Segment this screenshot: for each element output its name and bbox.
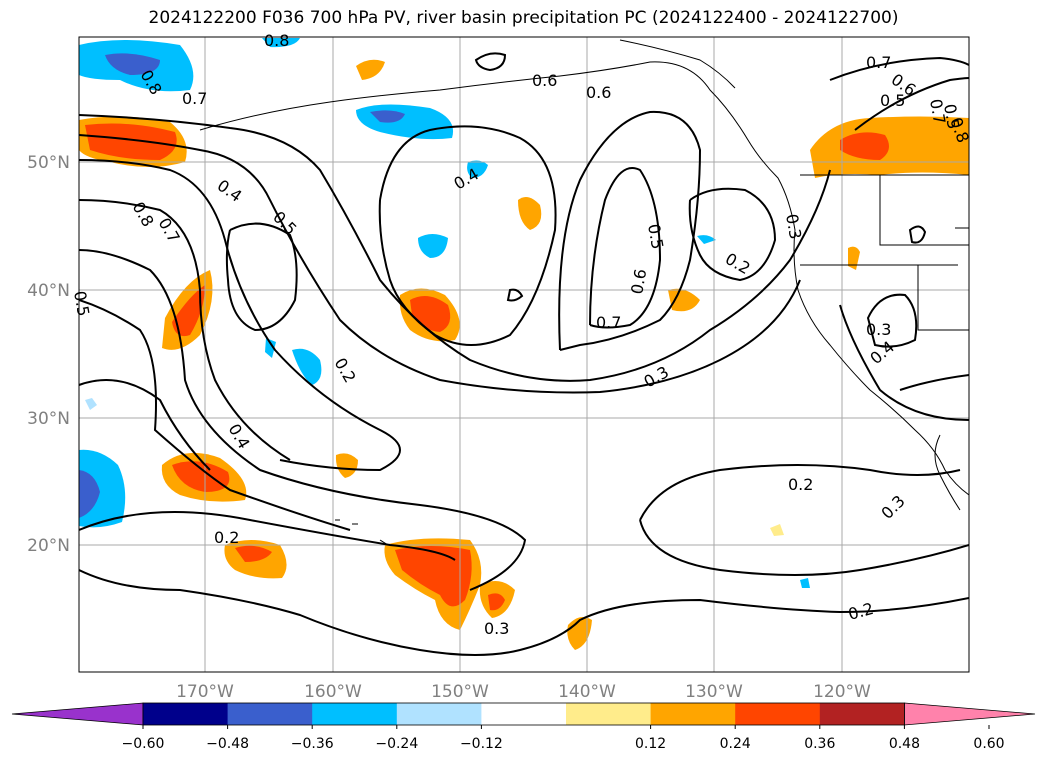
colorbar-segment xyxy=(566,703,652,725)
contour-label: 0.8 xyxy=(264,31,289,50)
colorbar-tick-label: −0.12 xyxy=(460,736,503,752)
colorbar-tick-label: −0.24 xyxy=(375,736,418,752)
colorbar-tick-label: −0.48 xyxy=(206,736,249,752)
contour-label: 0.7 xyxy=(866,53,891,72)
contour-label: 0.6 xyxy=(627,267,650,295)
contour-label: 0.5 xyxy=(70,289,93,317)
lon-tick-label: 160°W xyxy=(304,682,362,702)
lon-axis: 170°W 160°W 150°W 140°W 130°W 120°W xyxy=(176,682,871,702)
contour-label: 0.7 xyxy=(182,89,207,108)
contour-label: 0.7 xyxy=(926,97,949,125)
pv-contours xyxy=(79,52,969,656)
lat-tick-label: 20°N xyxy=(27,536,70,556)
coastlines xyxy=(199,39,969,546)
lat-tick-label: 40°N xyxy=(27,281,70,301)
colorbar-tick-label: 0.36 xyxy=(804,736,835,752)
colorbar-segment xyxy=(481,703,567,725)
lat-tick-label: 50°N xyxy=(27,153,70,173)
colorbar-tick-label: 0.24 xyxy=(720,736,751,752)
contour-label: 0.3 xyxy=(484,619,509,638)
colorbar-ticks: −0.60 −0.48 −0.36 −0.24 −0.12 0.12 0.24 0.36 0.4… xyxy=(122,725,1005,752)
lat-axis: 50°N 40°N 30°N 20°N xyxy=(27,153,70,556)
colorbar-outline xyxy=(142,702,905,726)
contour-label: 0.7 xyxy=(596,313,621,332)
colorbar-tick-label: 0.60 xyxy=(973,736,1004,752)
contour-label: 0.6 xyxy=(586,83,611,102)
contour-label: 0.6 xyxy=(532,71,557,90)
contour-label: 0.3 xyxy=(782,212,805,240)
contour-label: 0.3 xyxy=(866,320,891,339)
colorbar-extension-high xyxy=(904,702,1036,726)
contour-label: 0.5 xyxy=(940,102,963,130)
colorbar-tick-label: −0.36 xyxy=(291,736,334,752)
colorbar xyxy=(11,702,1036,726)
map-frame xyxy=(78,36,970,673)
colorbar-segment xyxy=(819,703,905,725)
lon-tick-label: 170°W xyxy=(176,682,234,702)
precip-shading xyxy=(79,38,969,650)
colorbar-tick-label: 0.12 xyxy=(635,736,666,752)
colorbar-segment xyxy=(650,703,736,725)
lon-tick-label: 140°W xyxy=(558,682,616,702)
colorbar-extension-low xyxy=(11,702,144,726)
colorbar-segment xyxy=(312,703,398,725)
lat-tick-label: 30°N xyxy=(27,409,70,429)
colorbar-segment xyxy=(227,703,313,725)
colorbar-segment xyxy=(735,703,821,725)
lon-tick-label: 150°W xyxy=(431,682,489,702)
colorbar-segment xyxy=(143,703,229,725)
map-title: 2024122200 F036 700 hPa PV, river basin … xyxy=(148,8,899,28)
lon-tick-label: 120°W xyxy=(813,682,871,702)
contour-label: 0.2 xyxy=(788,475,813,494)
colorbar-segment xyxy=(396,703,482,725)
colorbar-tick-label: 0.48 xyxy=(889,736,920,752)
contour-label: 0.5 xyxy=(880,91,905,110)
contour-label: 0.2 xyxy=(214,528,239,547)
contour-label: 0.5 xyxy=(644,222,667,250)
colorbar-tick-label: −0.60 xyxy=(122,736,165,752)
graticule xyxy=(79,37,969,672)
lon-tick-label: 130°W xyxy=(685,682,743,702)
